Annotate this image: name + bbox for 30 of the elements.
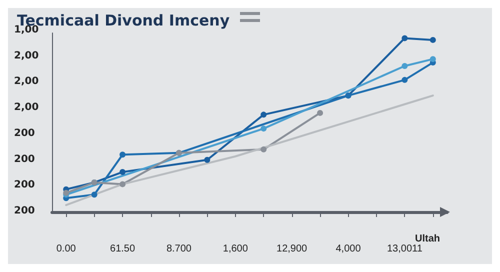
point bbox=[317, 110, 324, 116]
point bbox=[402, 35, 408, 42]
point bbox=[120, 169, 126, 176]
point bbox=[402, 76, 408, 83]
point bbox=[204, 156, 210, 163]
x-tick-label: 61.50 bbox=[110, 244, 136, 254]
x-tick-label: 0.00 bbox=[56, 244, 76, 254]
point bbox=[430, 56, 436, 62]
x-tick-label: 4,000 bbox=[336, 244, 362, 254]
point bbox=[91, 192, 98, 198]
text: 200 bbox=[14, 154, 35, 165]
point bbox=[120, 152, 126, 158]
point bbox=[402, 63, 408, 70]
point bbox=[430, 36, 436, 43]
x-tick-label: 13,0011 bbox=[386, 244, 423, 254]
text: 200 bbox=[14, 206, 35, 216]
text: 200 bbox=[14, 180, 35, 191]
point bbox=[260, 112, 267, 118]
x-tick-label: 8.700 bbox=[166, 244, 192, 254]
point bbox=[260, 146, 267, 152]
point bbox=[260, 126, 267, 132]
point bbox=[120, 181, 126, 188]
text: 2,00 bbox=[14, 50, 39, 62]
text: 2,00 bbox=[14, 102, 39, 114]
x-tick-label: 12,900 bbox=[276, 244, 308, 254]
text: 200 bbox=[14, 128, 35, 139]
text: 2,00 bbox=[14, 76, 39, 88]
x-tick-label: 1,600 bbox=[222, 244, 248, 254]
text: 1,00 bbox=[14, 24, 39, 36]
x-axis-title: Ultah bbox=[415, 234, 440, 244]
